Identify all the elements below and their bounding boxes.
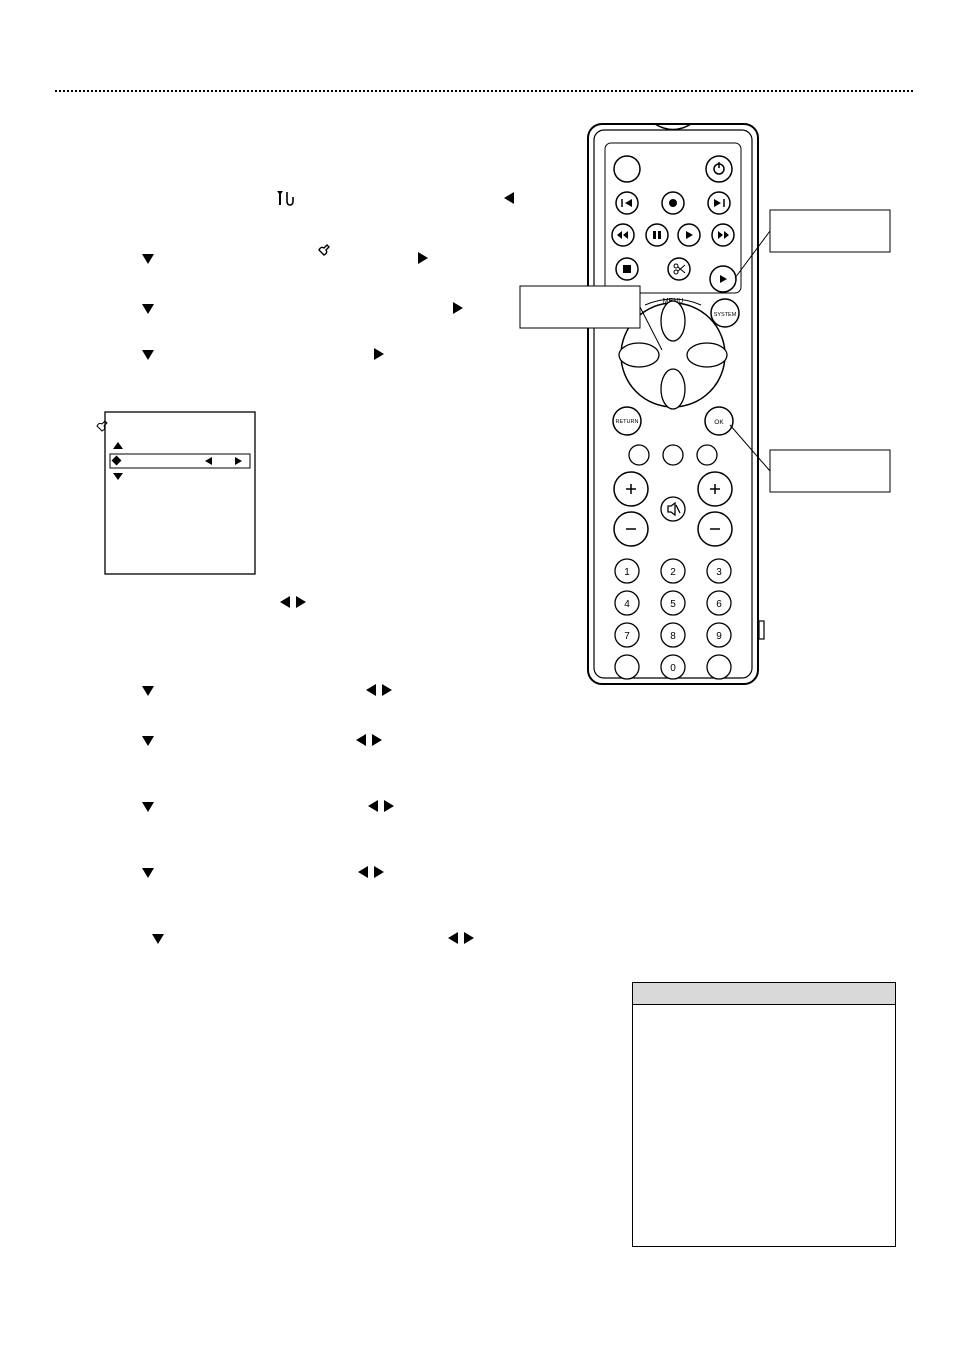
remote-digit-5[interactable]: 5 bbox=[661, 591, 685, 615]
remote-btn-prev[interactable] bbox=[616, 192, 638, 214]
down-arrow-icon bbox=[142, 868, 154, 878]
left-right-arrow-icon bbox=[448, 932, 474, 944]
svg-text:7: 7 bbox=[624, 631, 630, 642]
remote-dpad-right[interactable] bbox=[687, 343, 727, 367]
down-arrow-icon bbox=[142, 802, 154, 812]
remote-control-figure: MENU SYSTEM RETURN OK 1 2 3 4 5 6 7 8 9 … bbox=[585, 121, 783, 686]
remote-digit-0[interactable]: 0 bbox=[661, 655, 685, 679]
left-right-arrow-icon bbox=[356, 734, 382, 746]
remote-digit-1[interactable]: 1 bbox=[615, 559, 639, 583]
remote-btn-color-1[interactable] bbox=[629, 445, 649, 465]
remote-ch-down[interactable] bbox=[698, 512, 732, 546]
svg-text:3: 3 bbox=[716, 567, 722, 578]
remote-btn-system[interactable]: SYSTEM bbox=[711, 299, 739, 327]
down-arrow-icon bbox=[142, 304, 154, 314]
remote-ch-up[interactable] bbox=[698, 472, 732, 506]
remote-btn-stop[interactable] bbox=[616, 258, 638, 280]
remote-btn-color-2[interactable] bbox=[663, 445, 683, 465]
svg-text:4: 4 bbox=[624, 599, 630, 610]
remote-btn-play-small[interactable] bbox=[678, 224, 700, 246]
page-dotted-divider bbox=[55, 90, 913, 92]
right-arrow-icon bbox=[374, 348, 384, 360]
remote-dpad-up[interactable] bbox=[661, 301, 685, 341]
svg-text:2: 2 bbox=[670, 567, 676, 578]
right-arrow-icon bbox=[453, 302, 463, 314]
helpful-hint-header bbox=[633, 983, 895, 1005]
remote-dpad-down[interactable] bbox=[661, 369, 685, 409]
wrench-icon bbox=[319, 245, 329, 255]
tools-icon bbox=[277, 191, 293, 205]
remote-btn-mute[interactable] bbox=[661, 497, 685, 521]
remote-btn-blank-l[interactable] bbox=[614, 156, 640, 182]
remote-btn-rewind[interactable] bbox=[612, 224, 634, 246]
remote-btn-next[interactable] bbox=[708, 192, 730, 214]
down-arrow-icon bbox=[152, 934, 164, 944]
svg-text:5: 5 bbox=[670, 599, 676, 610]
callout-box-ok bbox=[770, 450, 890, 492]
left-right-arrow-icon bbox=[280, 596, 306, 608]
svg-text:1: 1 bbox=[624, 567, 630, 578]
svg-text:RETURN: RETURN bbox=[616, 419, 639, 425]
remote-digit-8[interactable]: 8 bbox=[661, 623, 685, 647]
remote-vol-up[interactable] bbox=[614, 472, 648, 506]
left-right-arrow-icon bbox=[366, 684, 392, 696]
remote-btn-ffwd[interactable] bbox=[712, 224, 734, 246]
remote-digit-3[interactable]: 3 bbox=[707, 559, 731, 583]
remote-btn-play[interactable] bbox=[710, 266, 736, 292]
down-arrow-icon bbox=[142, 736, 154, 746]
instruction-glyphs bbox=[0, 0, 560, 1000]
svg-text:6: 6 bbox=[716, 599, 722, 610]
down-arrow-icon bbox=[142, 350, 154, 360]
svg-text:SYSTEM: SYSTEM bbox=[714, 312, 737, 318]
left-right-arrow-icon bbox=[368, 800, 394, 812]
svg-text:9: 9 bbox=[716, 631, 722, 642]
helpful-hint-box bbox=[632, 982, 896, 1247]
left-arrow-icon bbox=[504, 192, 514, 204]
remote-btn-pause[interactable] bbox=[646, 224, 668, 246]
right-arrow-icon bbox=[418, 252, 428, 264]
svg-text:0: 0 bbox=[670, 663, 676, 674]
remote-btn-ok[interactable]: OK bbox=[705, 407, 733, 435]
remote-side-tab bbox=[759, 621, 764, 639]
remote-digit-blank-r[interactable] bbox=[707, 655, 731, 679]
down-arrow-icon bbox=[142, 254, 154, 264]
remote-dpad-left[interactable] bbox=[619, 343, 659, 367]
down-arrow-icon bbox=[142, 686, 154, 696]
svg-text:8: 8 bbox=[670, 631, 676, 642]
remote-btn-color-3[interactable] bbox=[697, 445, 717, 465]
left-right-arrow-icon bbox=[358, 866, 384, 878]
remote-digit-4[interactable]: 4 bbox=[615, 591, 639, 615]
remote-btn-return[interactable]: RETURN bbox=[613, 407, 641, 435]
remote-digit-7[interactable]: 7 bbox=[615, 623, 639, 647]
remote-btn-power[interactable] bbox=[706, 156, 732, 182]
remote-callouts bbox=[0, 0, 954, 700]
osd-menu-figure bbox=[95, 408, 260, 578]
remote-digit-blank-l[interactable] bbox=[615, 655, 639, 679]
remote-vol-down[interactable] bbox=[614, 512, 648, 546]
remote-btn-scissors[interactable] bbox=[668, 258, 690, 280]
svg-text:OK: OK bbox=[714, 419, 724, 426]
remote-digit-6[interactable]: 6 bbox=[707, 591, 731, 615]
remote-btn-record[interactable] bbox=[662, 192, 684, 214]
remote-digit-2[interactable]: 2 bbox=[661, 559, 685, 583]
callout-box-play bbox=[770, 210, 890, 252]
remote-digit-9[interactable]: 9 bbox=[707, 623, 731, 647]
